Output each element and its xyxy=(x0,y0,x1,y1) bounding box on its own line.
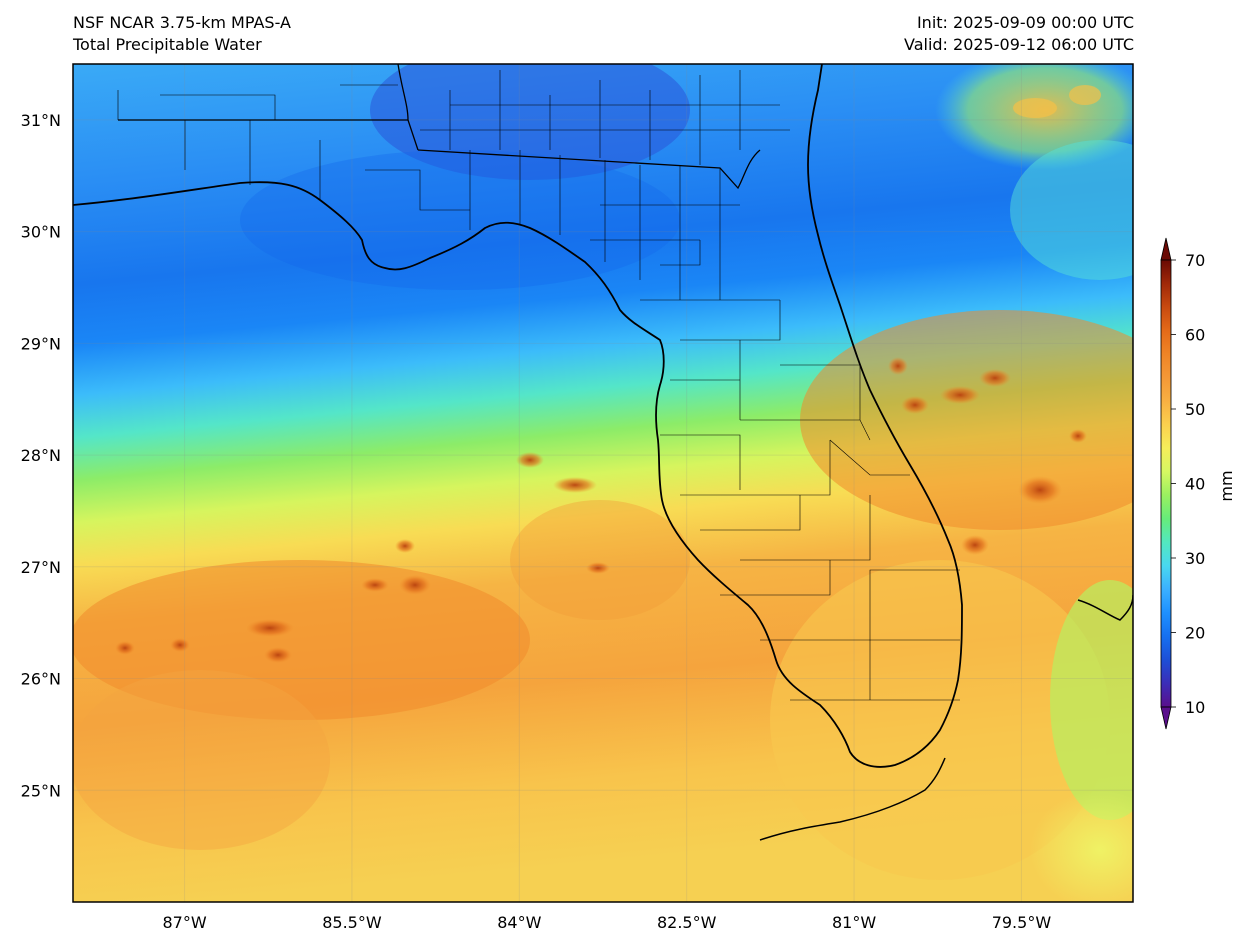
model-title: NSF NCAR 3.75-km MPAS-A xyxy=(73,13,291,32)
colorbar-extend-min xyxy=(1160,706,1172,730)
lat-label: 26°N xyxy=(21,670,61,689)
colorbar-extend-max xyxy=(1160,237,1172,261)
colorbar-tick-label: 20 xyxy=(1185,624,1205,643)
state-line-ga-fl xyxy=(417,149,761,190)
colorbar-tick-label: 60 xyxy=(1185,326,1205,345)
colorbar: 70 60 50 40 30 20 10 mm xyxy=(1160,237,1236,730)
lat-label: 31°N xyxy=(21,111,61,130)
colorbar-tick-label: 10 xyxy=(1185,698,1205,717)
lat-label: 25°N xyxy=(21,781,61,800)
title-block: NSF NCAR 3.75-km MPAS-A Total Precipitab… xyxy=(73,12,291,56)
lon-label: 82.5°W xyxy=(657,913,717,932)
tpw-field xyxy=(73,64,1133,902)
colorbar-tick-label: 40 xyxy=(1185,475,1205,494)
lat-label: 27°N xyxy=(21,558,61,577)
lon-label: 84°W xyxy=(497,913,541,932)
lon-label: 85.5°W xyxy=(322,913,382,932)
coastline-panhandle xyxy=(73,64,963,768)
lat-label: 28°N xyxy=(21,446,61,465)
valid-time: Valid: 2025-09-12 06:00 UTC xyxy=(903,35,1134,54)
map-frame xyxy=(72,63,1134,903)
boundaries xyxy=(73,64,1133,841)
colorbar-tick-label: 30 xyxy=(1185,549,1205,568)
time-block: Init: 2025-09-09 00:00 UTC Valid: 2025-0… xyxy=(904,12,1134,56)
county-lines xyxy=(117,70,960,701)
init-time: Init: 2025-09-09 00:00 UTC xyxy=(916,13,1134,32)
state-line-ga-al xyxy=(397,64,419,151)
bahamas-coast xyxy=(1077,594,1133,621)
lon-label: 79.5°W xyxy=(992,913,1052,932)
colorbar-ticks: 70 60 50 40 30 20 10 xyxy=(1171,251,1205,717)
longitude-labels: 87°W 85.5°W 84°W 82.5°W 81°W 79.5°W xyxy=(162,913,1051,932)
colorbar-label: mm xyxy=(1217,470,1236,501)
lon-label: 81°W xyxy=(832,913,876,932)
lat-label: 29°N xyxy=(21,334,61,353)
latitude-labels: 31°N 30°N 29°N 28°N 27°N 26°N 25°N xyxy=(21,111,61,800)
colorbar-gradient xyxy=(1161,260,1171,707)
colorbar-tick-label: 70 xyxy=(1185,251,1205,270)
colorbar-tick-label: 50 xyxy=(1185,400,1205,419)
lat-label: 30°N xyxy=(21,223,61,242)
keys xyxy=(759,757,946,841)
lon-label: 87°W xyxy=(162,913,206,932)
field-title: Total Precipitable Water xyxy=(73,35,262,54)
